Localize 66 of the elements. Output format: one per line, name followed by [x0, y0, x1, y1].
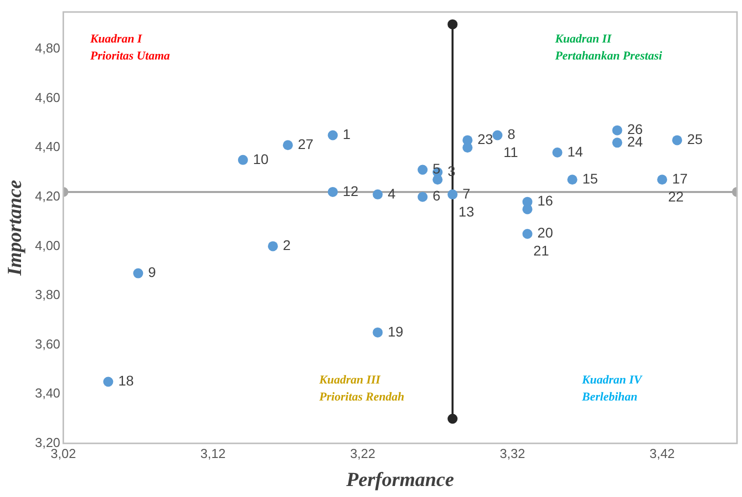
point [282, 140, 293, 150]
annotation: 11 [503, 144, 518, 160]
x-tick-label: 3,12 [200, 446, 226, 461]
annotation: 22 [668, 188, 684, 204]
y-tick-label: 3,40 [34, 386, 60, 401]
annotation: 18 [118, 372, 134, 389]
y-axis-title: Importance [4, 180, 26, 276]
point [448, 414, 458, 424]
point [418, 192, 428, 202]
annotation: 16 [537, 192, 554, 209]
point [552, 148, 562, 158]
point [492, 130, 502, 140]
annotation: 19 [388, 323, 404, 340]
point [657, 174, 668, 185]
point [328, 186, 338, 197]
x-tick-label: 3,22 [350, 446, 376, 461]
y-tick-label: 4,00 [34, 238, 60, 253]
y-tick-label: 3,60 [34, 336, 60, 352]
annotation: 17 [672, 170, 688, 186]
y-tick-label: 3,80 [34, 287, 60, 302]
annotation: 6 [432, 188, 441, 204]
point [522, 228, 532, 239]
annotation: 20 [537, 224, 554, 241]
annotation: 4 [388, 185, 396, 202]
point [462, 142, 473, 153]
point [612, 138, 622, 148]
point [238, 154, 248, 165]
annotation: 8 [507, 126, 516, 142]
annotation: 1 [342, 126, 351, 142]
point [328, 130, 338, 140]
annotation: 21 [533, 242, 550, 259]
annotation: 25 [687, 131, 703, 148]
annotation: 2 [282, 237, 291, 254]
annotation: 15 [582, 170, 598, 186]
y-tick-label: 4,20 [34, 188, 60, 204]
point [103, 376, 114, 387]
annotation: 14 [567, 143, 584, 160]
annotation: 23 [478, 131, 494, 148]
point [133, 268, 144, 278]
point [432, 174, 443, 185]
point [448, 189, 458, 200]
annotation: 27 [298, 136, 314, 152]
point [418, 164, 428, 175]
annotation: Kuadran I Prioritas Utama [89, 32, 170, 63]
y-tick-label: 4,40 [34, 139, 60, 154]
point [372, 189, 383, 200]
y-tick-label: 4,80 [34, 40, 60, 56]
annotation: Kuadran IV Berlebihan [581, 372, 643, 404]
annotation: 13 [458, 203, 474, 220]
annotation: 9 [148, 264, 156, 280]
x-axis-title: Performance [345, 469, 454, 492]
x-tick-label: 3,42 [649, 446, 675, 461]
x-tick-label: 3,32 [500, 446, 526, 461]
annotation: 12 [342, 182, 359, 199]
point [672, 135, 682, 146]
annotation: 7 [462, 185, 471, 202]
annotation: Kuadran II Pertahankan Prestasi [554, 32, 663, 63]
point [372, 327, 383, 338]
point [612, 125, 622, 136]
y-tick-label: 4,60 [34, 90, 60, 105]
point [448, 19, 458, 30]
annotation: 10 [252, 150, 269, 167]
point [567, 174, 578, 185]
annotation: Kuadran III Prioritas Rendah [318, 372, 405, 404]
point [268, 241, 278, 252]
point [522, 204, 532, 214]
